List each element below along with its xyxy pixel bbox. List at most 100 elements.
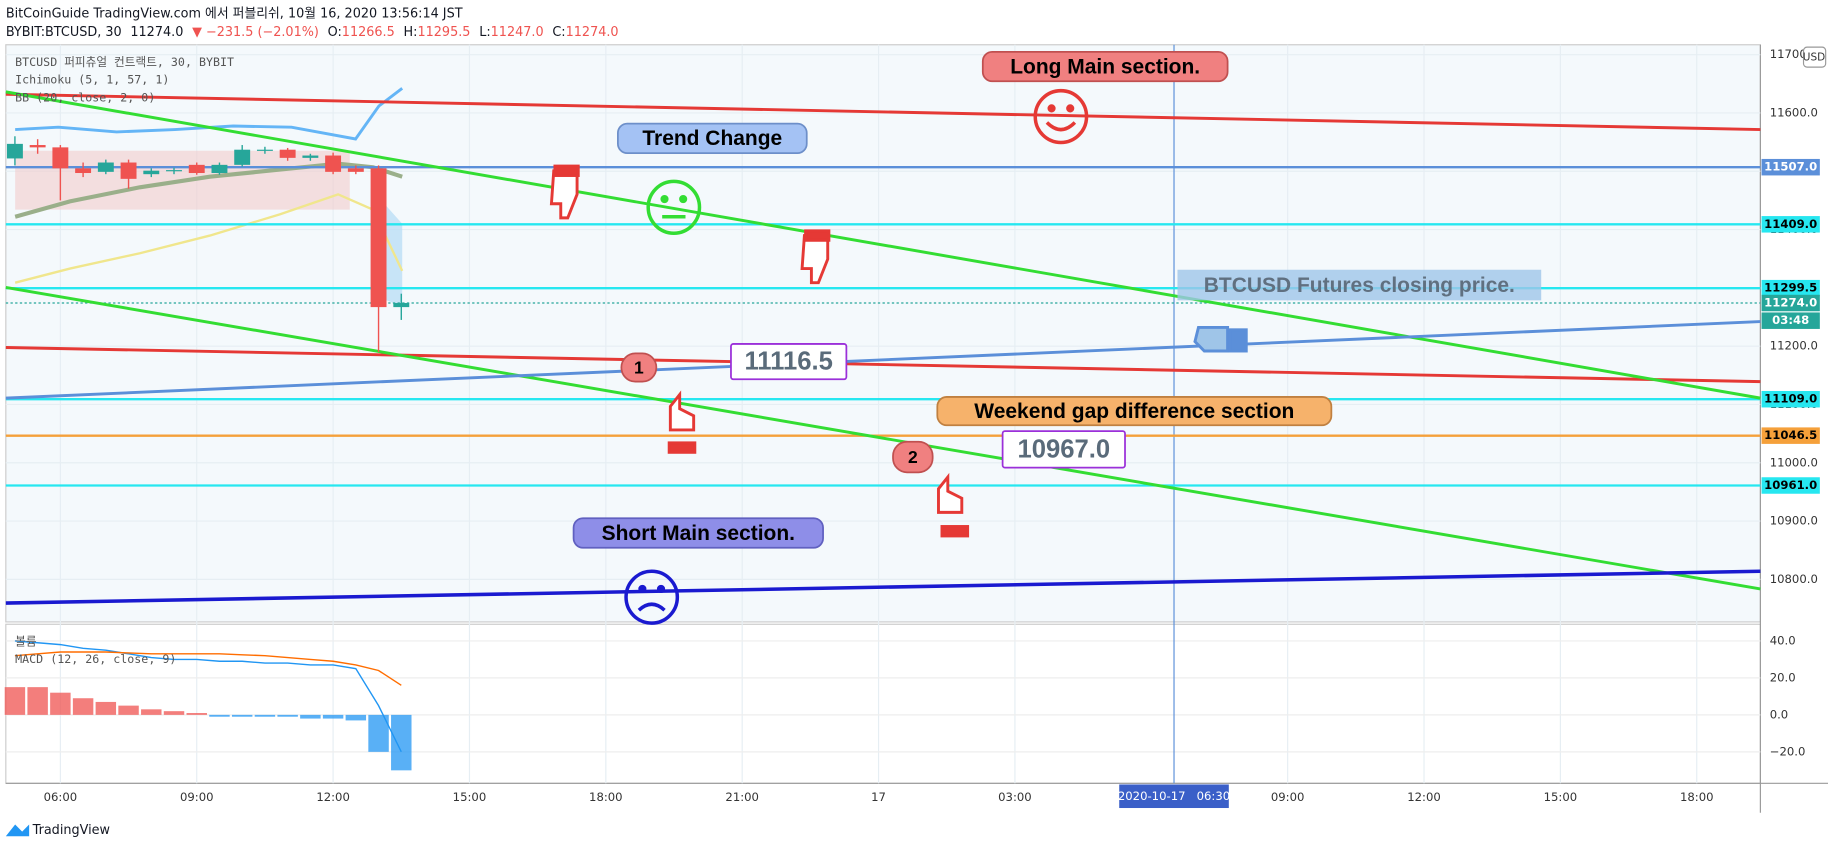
y-tick-label: 20.0 — [1770, 670, 1796, 684]
histogram-bar — [300, 714, 321, 719]
x-tick-label: 03:00 — [998, 790, 1032, 804]
histogram-bar — [27, 687, 48, 715]
trend-line — [5, 320, 1761, 400]
brand-logo — [5, 824, 30, 837]
candle-body — [120, 162, 137, 179]
histogram-bar — [4, 687, 26, 715]
annotation-box — [617, 122, 808, 155]
price-label: 11274.0 — [1764, 295, 1817, 309]
ohlc-value: 11274.0 — [566, 24, 619, 39]
pointer-icon — [1193, 325, 1248, 353]
signal-line — [14, 651, 402, 686]
annotation-text: Long Main section. — [1010, 55, 1200, 78]
legend-entry: Ichimoku (5, 1, 57, 1) — [15, 73, 169, 87]
price-lines — [5, 166, 1761, 487]
legend-entry: BTCUSD 퍼피츄얼 컨트랙트, 30, BYBIT — [15, 55, 234, 69]
ohlc-value: 11266.5 — [342, 24, 395, 39]
price-label-box — [1761, 477, 1820, 494]
x-tick-label: 18:00 — [589, 790, 623, 804]
histogram-bar — [186, 713, 207, 715]
histogram-bar — [345, 714, 367, 721]
trend-line — [5, 345, 1761, 384]
axes: 06:00 09:00 12:00 15:00 18:00 21:00 17 03:00 09:… — [44, 47, 1820, 809]
annotation-text: Trend Change — [642, 127, 782, 150]
candle-body — [211, 164, 228, 174]
y-tick-label: 10800.0 — [1770, 572, 1818, 586]
smiley-neutral — [646, 179, 702, 235]
countdown: 03:48 — [1772, 313, 1809, 327]
x-tick-label: 12:00 — [316, 790, 350, 804]
price-label: 11046.5 — [1764, 428, 1817, 442]
legend-entry: MACD (12, 26, close, 9) — [15, 652, 176, 666]
candle-body — [279, 149, 296, 158]
last-price: 11274.0 — [130, 24, 183, 39]
annotation-box — [892, 440, 934, 474]
candle-body — [29, 145, 46, 148]
histogram-bar — [368, 714, 389, 752]
x-tick-label: 12:00 — [1407, 790, 1441, 804]
ohlc-label: H: — [404, 24, 418, 39]
histogram-bar — [118, 705, 139, 715]
header-title: BitCoinGuide TradingView.com 에서 퍼블리쉬, 10… — [6, 7, 463, 22]
trend-line — [5, 92, 1761, 132]
trend-line — [5, 569, 1761, 605]
ichimoku-line — [15, 87, 404, 141]
annotation-box — [936, 396, 1333, 427]
y-tick-label: 40.0 — [1770, 633, 1796, 647]
x-tick-label: 15:00 — [1544, 790, 1578, 804]
price-change: ▼ −231.5 (−2.01%) — [192, 24, 319, 39]
crosshair-label: 2020-10-17 06:30 — [1118, 789, 1230, 803]
smiley-sad — [624, 569, 680, 625]
annotation-text: 11116.5 — [744, 348, 832, 376]
histogram-bar — [322, 714, 344, 719]
y-tick-label: 11600.0 — [1770, 105, 1818, 119]
candle-body — [393, 303, 410, 308]
annotation-box — [572, 517, 824, 549]
macd — [4, 640, 412, 771]
candle-body — [325, 155, 342, 172]
histogram-bar — [254, 714, 276, 717]
annotation-box — [1177, 269, 1542, 301]
y-tick-label: 10900.0 — [1770, 514, 1818, 528]
macd-pane — [5, 623, 1761, 784]
annotation-text: 2 — [908, 447, 918, 467]
price-label-box — [1761, 390, 1820, 408]
annotations: Long Main section. Trend Change BTCUSD Fut… — [572, 50, 1542, 549]
ohlc-label: O: — [328, 24, 342, 39]
candle-body — [6, 143, 23, 159]
trend-line — [5, 285, 1761, 591]
histogram-bar — [391, 714, 412, 771]
price-label-box — [1761, 216, 1820, 233]
candle-body — [143, 170, 160, 175]
currency-box[interactable] — [1802, 46, 1827, 68]
x-tick-label: 21:00 — [725, 790, 759, 804]
x-tick-label: 06:00 — [44, 790, 78, 804]
candle-body — [234, 149, 251, 165]
currency[interactable]: USD — [1803, 52, 1825, 64]
candle-body — [97, 162, 114, 172]
price-label-box — [1761, 279, 1820, 297]
y-tick-label: 11200.0 — [1770, 339, 1818, 353]
price-label: 11109.0 — [1764, 392, 1817, 406]
annotation-text: 10967.0 — [1017, 435, 1110, 463]
y-tick-label: 0.0 — [1770, 707, 1789, 721]
legend-entry: BB (20, close, 2, 0) — [15, 90, 155, 104]
countdown-box — [1761, 312, 1820, 329]
candle-body — [188, 164, 205, 174]
histogram-bar — [209, 714, 230, 717]
annotation-text: 1 — [634, 357, 644, 377]
annotation-text: Short Main section. — [602, 522, 795, 545]
candle-body — [302, 155, 319, 158]
candles — [6, 136, 410, 352]
annotation-box — [620, 352, 658, 383]
price-label-box — [1761, 294, 1820, 312]
price-label: 11299.5 — [1764, 281, 1817, 295]
legend-entry: 볼륨 — [15, 634, 37, 648]
price-label: 11409.0 — [1764, 217, 1817, 231]
candle-body — [75, 168, 92, 174]
symbol: BYBIT:BTCUSD, 30 — [6, 24, 122, 39]
annotation-box — [730, 343, 848, 381]
histogram-bar — [72, 698, 94, 715]
candle-body — [256, 149, 273, 151]
